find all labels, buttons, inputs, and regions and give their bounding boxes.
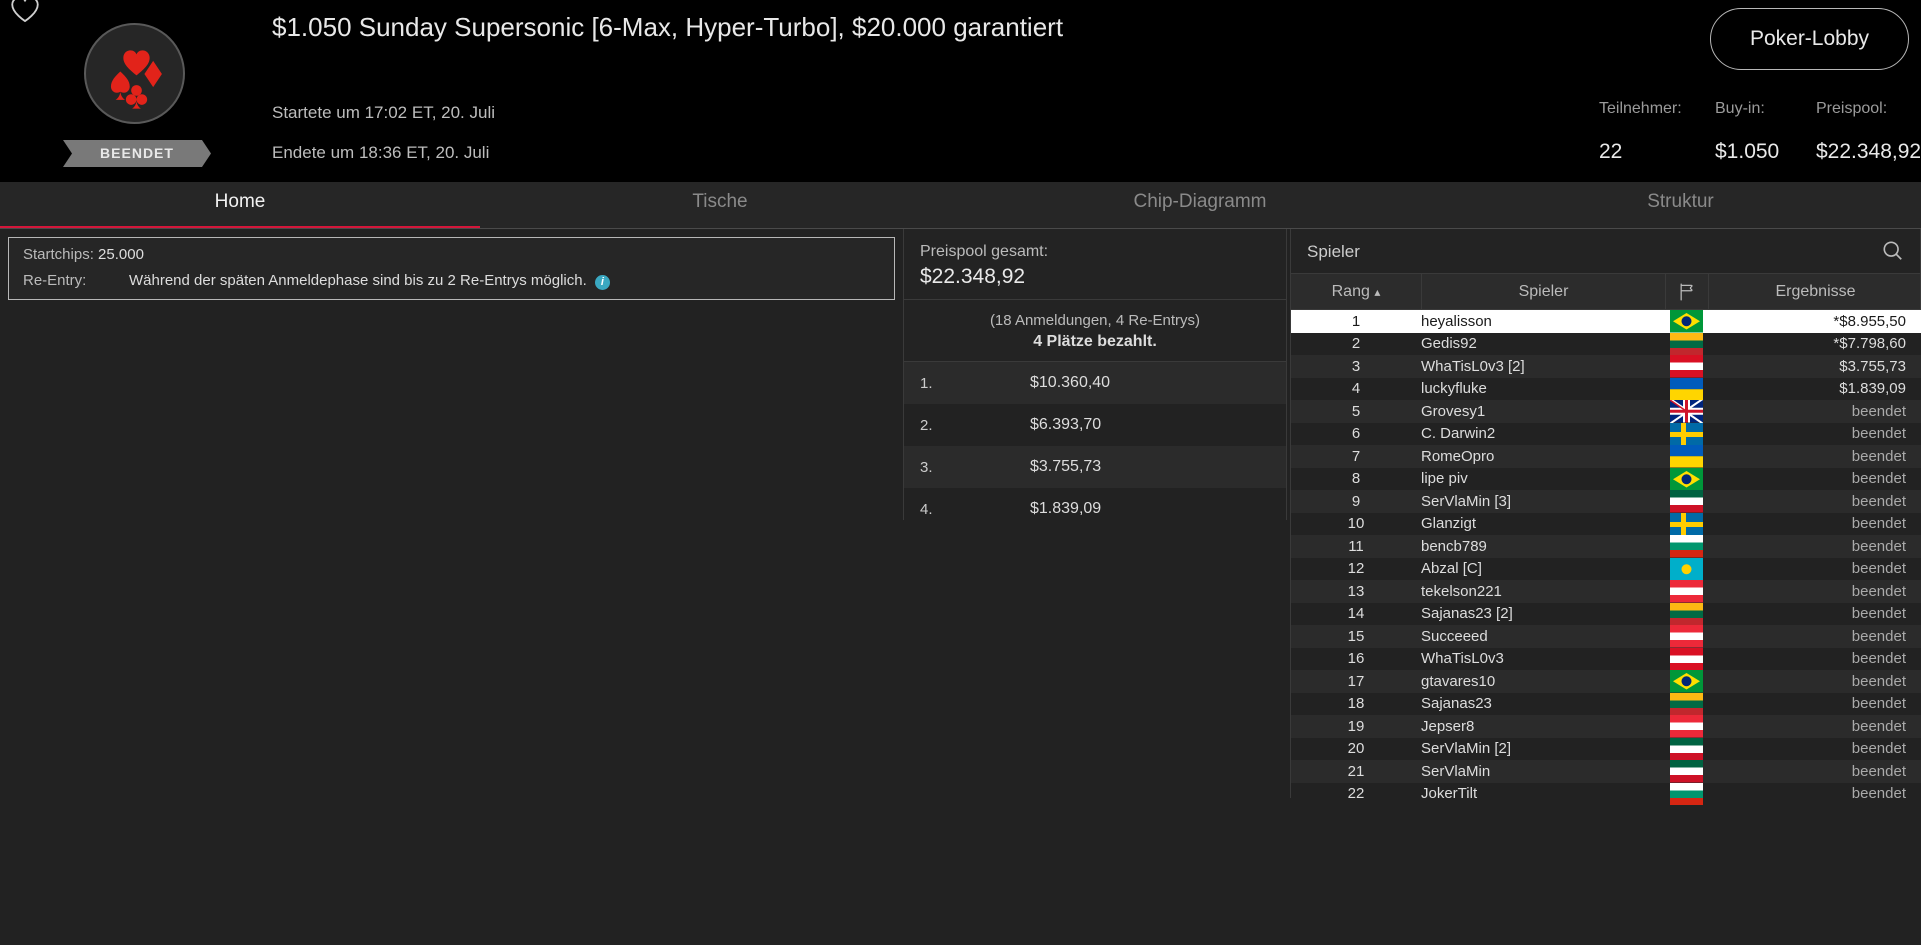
svg-text:BEENDET: BEENDET (100, 145, 174, 161)
